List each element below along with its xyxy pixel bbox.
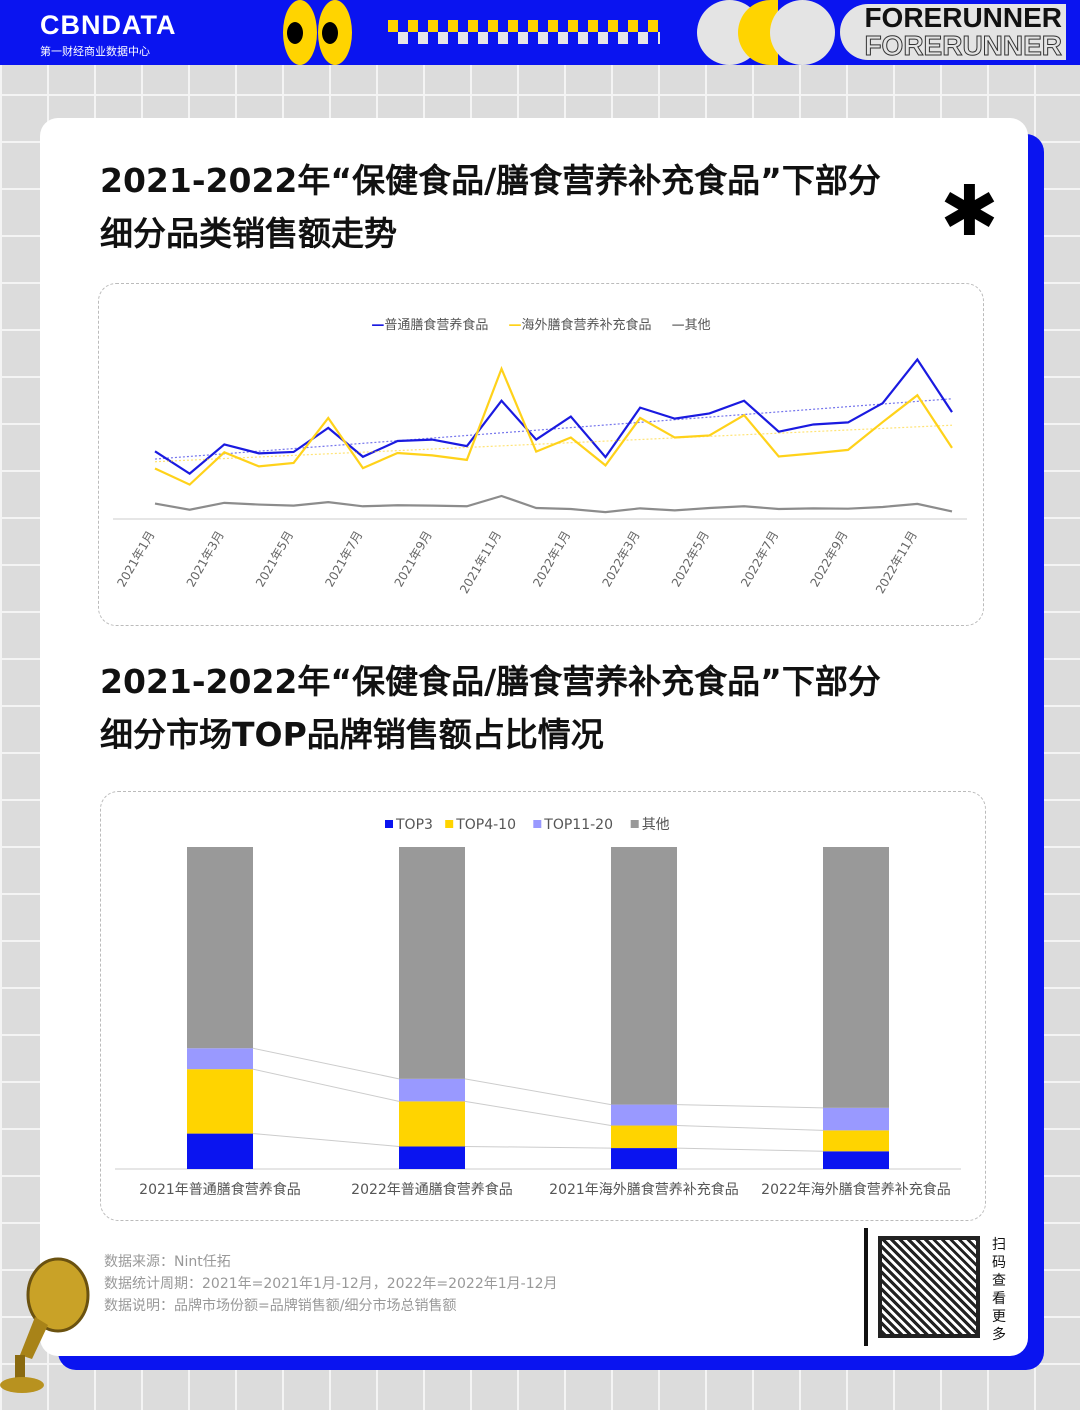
x-tick-label: 2022年11月 (873, 529, 920, 596)
bar-segment (187, 847, 253, 1049)
header-banner: CBNDATA 第一财经商业数据中心 FORERUNNER FORERUNNER (0, 0, 1080, 65)
asterisk-icon: ✱ (940, 170, 999, 252)
legend-swatch (533, 820, 542, 828)
data-notes: 数据来源：Nint任拓 数据统计周期：2021年=2021年1月-12月，202… (104, 1251, 558, 1317)
connector-line (464, 1100, 612, 1127)
bar-segment (187, 1048, 253, 1070)
x-tick-label: 2021年7月 (322, 529, 365, 590)
x-category-label: 2021年普通膳食营养食品 (139, 1181, 301, 1198)
x-tick-label: 2022年3月 (600, 529, 643, 590)
logo-subtitle: 第一财经商业数据中心 (40, 45, 150, 58)
content-card: 2021-2022年“保健食品/膳食营养补充食品”下部分细分品类销售额走势 ✱ … (40, 118, 1028, 1356)
legend-item: —其他 (671, 318, 711, 333)
connector-line (252, 1133, 400, 1147)
legend-item: —普通膳食营养食品 (371, 318, 489, 333)
note-source: 数据来源：Nint任拓 (104, 1254, 231, 1270)
x-tick-label: 2022年5月 (669, 529, 712, 590)
section1-title: 2021-2022年“保健食品/膳食营养补充食品”下部分细分品类销售额走势 (100, 161, 881, 253)
legend-label: TOP4-10 (455, 817, 516, 833)
bar-segment (399, 1078, 465, 1102)
x-tick-label: 2021年1月 (114, 529, 157, 590)
x-tick-label: 2021年5月 (253, 529, 296, 590)
qr-label: 扫码查看更多 (992, 1237, 1006, 1343)
legend-swatch (385, 820, 393, 828)
bar-segment (399, 847, 465, 1079)
eye-icon (283, 0, 317, 65)
x-tick-label: 2022年1月 (530, 529, 573, 590)
x-tick-label: 2021年3月 (184, 529, 227, 590)
x-tick-label: 2021年11月 (457, 529, 504, 596)
legend-label: TOP11-20 (543, 817, 613, 833)
connector-line (676, 1147, 824, 1152)
series-line-0 (154, 357, 953, 475)
section2-title: 2021-2022年“保健食品/膳食营养补充食品”下部分细分市场TOP品牌销售额… (100, 662, 881, 754)
x-tick-label: 2022年9月 (807, 529, 850, 590)
legend-label: TOP3 (395, 817, 433, 833)
connector-line (252, 1068, 400, 1102)
x-tick-label: 2022年7月 (738, 529, 781, 590)
bar-chart-box: TOP3 TOP4-10 TOP11-20 其他 2021年普通膳食营养食品 2022年普… (100, 791, 986, 1221)
x-category-label: 2022年海外膳食营养补充食品 (761, 1181, 951, 1198)
bar-segment (611, 847, 677, 1105)
bar-segment (611, 1125, 677, 1149)
series-line-2 (154, 494, 953, 514)
bar-segment (823, 1107, 889, 1131)
circle-decoration (770, 0, 835, 65)
bar-segment (187, 1133, 253, 1169)
legend-swatch (445, 820, 454, 828)
eye-icon (318, 0, 352, 65)
line-chart: 2021年1月 2021年3月 2021年5月 2021年7月 2021年9月 2021年… (113, 357, 967, 596)
microphone-icon (0, 1257, 90, 1393)
note-definition: 数据说明：品牌市场份额=品牌销售额/细分市场总销售额 (104, 1298, 457, 1314)
connector-line (464, 1078, 612, 1106)
bar-segment (823, 1151, 889, 1169)
bar-segment (823, 1130, 889, 1152)
x-tick-label: 2021年9月 (392, 529, 435, 590)
legend-item: —海外膳食营养补充食品 (508, 318, 652, 333)
legend-label: 其他 (642, 817, 670, 833)
series-line-1 (154, 365, 953, 486)
connector-line (676, 1125, 824, 1131)
line-legend: —普通膳食营养食品 —海外膳食营养补充食品 —其他 (99, 314, 983, 333)
bar-segment (823, 847, 889, 1108)
forerunner-logo: FORERUNNER FORERUNNER (840, 4, 1066, 60)
divider (864, 1228, 868, 1346)
bar-segment (187, 1069, 253, 1134)
x-category-label: 2021年海外膳食营养补充食品 (549, 1181, 739, 1198)
connector-line (464, 1145, 612, 1149)
connector-line (252, 1047, 400, 1080)
bar-segment (399, 1101, 465, 1147)
checker-pattern (388, 20, 660, 44)
connector-line (676, 1104, 824, 1109)
note-period: 数据统计周期：2021年=2021年1月-12月，2022年=2022年1月-1… (104, 1276, 558, 1292)
bar-segment (611, 1148, 677, 1169)
qr-code[interactable] (878, 1236, 980, 1338)
line-chart-box: —普通膳食营养食品 —海外膳食营养补充食品 —其他 2021年1月 2021年3月… (98, 283, 984, 626)
trendline-1 (154, 424, 953, 463)
bar-chart: TOP3 TOP4-10 TOP11-20 其他 2021年普通膳食营养食品 2022年普… (115, 817, 961, 1198)
trendline-0 (154, 398, 953, 460)
bar-segment (399, 1146, 465, 1169)
bar-segment (611, 1104, 677, 1126)
legend-swatch (630, 820, 639, 828)
x-category-label: 2022年普通膳食营养食品 (351, 1181, 513, 1198)
cbndata-logo: CBNDATA (40, 10, 177, 40)
